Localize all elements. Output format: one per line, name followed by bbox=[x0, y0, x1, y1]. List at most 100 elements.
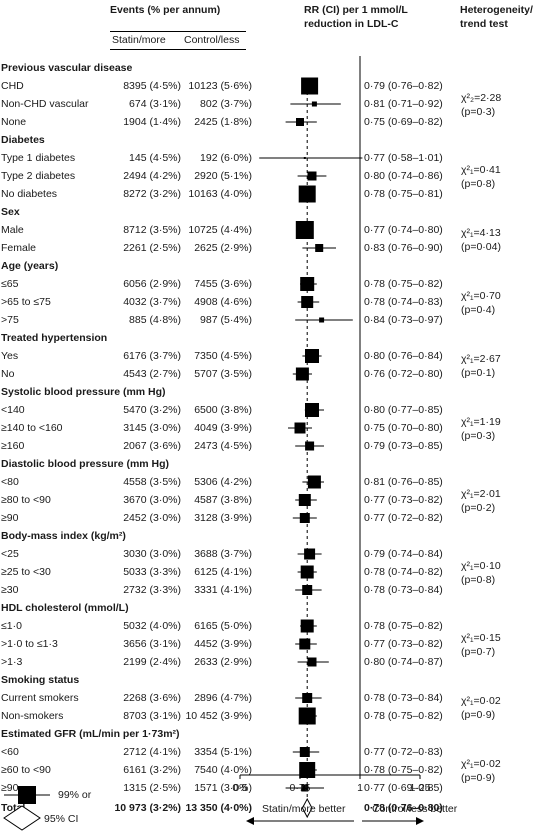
point-estimate-square bbox=[298, 185, 316, 203]
row-label: No diabetes bbox=[1, 188, 58, 200]
row-label: ≥90 bbox=[1, 782, 19, 794]
het-stat: χ²₁=0·70 bbox=[461, 290, 501, 302]
point-estimate-square bbox=[295, 221, 314, 239]
statin-events: 5470 (3·2%) bbox=[123, 404, 181, 416]
point-estimate-square bbox=[315, 244, 324, 252]
rr-ci-text: 0·78 (0·73–0·84) bbox=[364, 584, 443, 596]
het-p: (p=0·8) bbox=[461, 178, 496, 190]
point-estimate-square bbox=[301, 77, 319, 95]
row-label: ≥160 bbox=[1, 440, 25, 452]
statin-events: 4558 (3·5%) bbox=[123, 476, 181, 488]
statin-events: 2199 (2·4%) bbox=[123, 656, 181, 668]
point-estimate-square bbox=[302, 693, 313, 703]
group-title: Systolic blood pressure (mm Hg) bbox=[1, 386, 166, 398]
het-p: (p=0·7) bbox=[461, 646, 496, 658]
control-events: 10 452 (3·9%) bbox=[185, 710, 252, 722]
legend-square-label: 99% or bbox=[58, 789, 92, 801]
control-events: 1571 (3·0%) bbox=[194, 782, 252, 794]
het-stat: χ²₁=0·02 bbox=[461, 695, 501, 707]
row-label: Type 1 diabetes bbox=[1, 152, 76, 164]
row-label: Non-CHD vascular bbox=[1, 98, 89, 110]
control-events: 5306 (4·2%) bbox=[194, 476, 252, 488]
control-events: 10123 (5·6%) bbox=[188, 80, 252, 92]
control-events: 6125 (4·1%) bbox=[194, 566, 252, 578]
x-label-left: Statin/more better bbox=[262, 803, 346, 815]
control-events: 192 (6·0%) bbox=[200, 152, 252, 164]
het-stat: χ²₁=0·02 bbox=[461, 758, 501, 770]
x-label-right: Control/less better bbox=[372, 803, 458, 815]
het-stat: χ²₁=0·41 bbox=[461, 164, 501, 176]
statin-events: 4543 (2·7%) bbox=[123, 368, 181, 380]
statin-events: 2712 (4·1%) bbox=[123, 746, 181, 758]
point-estimate-square bbox=[319, 317, 325, 323]
rr-ci-text: 0·78 (0·74–0·82) bbox=[364, 566, 443, 578]
het-stat: χ²₁=4·13 bbox=[461, 227, 501, 239]
group-title: Smoking status bbox=[1, 674, 80, 686]
point-estimate-square bbox=[307, 475, 321, 489]
control-events: 10725 (4·4%) bbox=[188, 224, 252, 236]
legend-square bbox=[18, 786, 36, 804]
point-estimate-square bbox=[303, 157, 306, 159]
point-estimate-square bbox=[307, 657, 317, 667]
control-events: 6500 (3·8%) bbox=[194, 404, 252, 416]
row-label: >1·3 bbox=[1, 656, 23, 668]
statin-events: 1315 (2·5%) bbox=[123, 782, 181, 794]
group-title: Estimated GFR (mL/min per 1·73m²) bbox=[1, 728, 180, 740]
group-title: Treated hypertension bbox=[1, 332, 108, 344]
header-events: Events (% per annum) bbox=[110, 4, 221, 16]
rr-ci-text: 0·79 (0·73–0·85) bbox=[364, 440, 443, 452]
row-label: Male bbox=[1, 224, 24, 236]
rr-ci-text: 0·78 (0·74–0·83) bbox=[364, 296, 443, 308]
legend-diamond-label: 95% CI bbox=[44, 813, 79, 825]
het-stat: χ²₁=0·15 bbox=[461, 632, 501, 644]
statin-events: 2452 (3·0%) bbox=[123, 512, 181, 524]
statin-events: 8272 (3·2%) bbox=[123, 188, 181, 200]
het-stat: χ²₁=1·19 bbox=[461, 416, 501, 428]
control-events: 3354 (5·1%) bbox=[194, 746, 252, 758]
control-events: 7455 (3·6%) bbox=[194, 278, 252, 290]
point-estimate-square bbox=[295, 367, 309, 381]
statin-events: 885 (4·8%) bbox=[129, 314, 181, 326]
het-stat: χ²₂=2·28 bbox=[461, 92, 502, 104]
control-events: 10163 (4·0%) bbox=[188, 188, 252, 200]
header-rule-bottom bbox=[110, 49, 246, 50]
het-stat: χ²₁=2·01 bbox=[461, 488, 501, 500]
control-events: 2633 (2·9%) bbox=[194, 656, 252, 668]
rr-ci-text: 0·77 (0·72–0·83) bbox=[364, 746, 443, 758]
statin-events: 3145 (3·0%) bbox=[123, 422, 181, 434]
control-events: 7540 (4·0%) bbox=[194, 764, 252, 776]
statin-events: 6161 (3·2%) bbox=[123, 764, 181, 776]
rr-ci-text: 0·76 (0·72–0·80) bbox=[364, 368, 443, 380]
statin-events: 2067 (3·6%) bbox=[123, 440, 181, 452]
control-events: 2920 (5·1%) bbox=[194, 170, 252, 182]
row-label: Female bbox=[1, 242, 37, 254]
rr-ci-text: 0·80 (0·74–0·86) bbox=[364, 170, 443, 182]
point-estimate-square bbox=[302, 585, 313, 595]
statin-events: 145 (4·5%) bbox=[129, 152, 181, 164]
statin-events: 2732 (3·3%) bbox=[123, 584, 181, 596]
het-p: (p=0·3) bbox=[461, 430, 496, 442]
het-p: (p=0·1) bbox=[461, 367, 496, 379]
group-title: Diabetes bbox=[1, 134, 45, 146]
total-diamond bbox=[301, 797, 313, 819]
group-title: Diastolic blood pressure (mm Hg) bbox=[1, 458, 170, 470]
row-label: Current smokers bbox=[1, 692, 79, 704]
point-estimate-square bbox=[298, 707, 316, 725]
total-rr-ci-text: 0·78 (0·76–0·80) bbox=[364, 802, 443, 814]
point-estimate-square bbox=[305, 403, 319, 417]
header-het-2: trend test bbox=[460, 18, 508, 30]
point-estimate-square bbox=[294, 422, 306, 434]
row-label: ≥25 to <30 bbox=[1, 566, 51, 578]
control-events: 2896 (4·7%) bbox=[194, 692, 252, 704]
row-label: ≥80 to <90 bbox=[1, 494, 51, 506]
point-estimate-square bbox=[298, 494, 311, 506]
statin-events: 2494 (4·2%) bbox=[123, 170, 181, 182]
statin-events: 4032 (3·7%) bbox=[123, 296, 181, 308]
statin-events: 1904 (1·4%) bbox=[123, 116, 181, 128]
control-events: 4587 (3·8%) bbox=[194, 494, 252, 506]
statin-events: 6056 (2·9%) bbox=[123, 278, 181, 290]
het-p: (p=0·2) bbox=[461, 502, 496, 514]
point-estimate-square bbox=[300, 277, 315, 291]
het-p: (p=0·9) bbox=[461, 772, 496, 784]
control-events: 7350 (4·5%) bbox=[194, 350, 252, 362]
